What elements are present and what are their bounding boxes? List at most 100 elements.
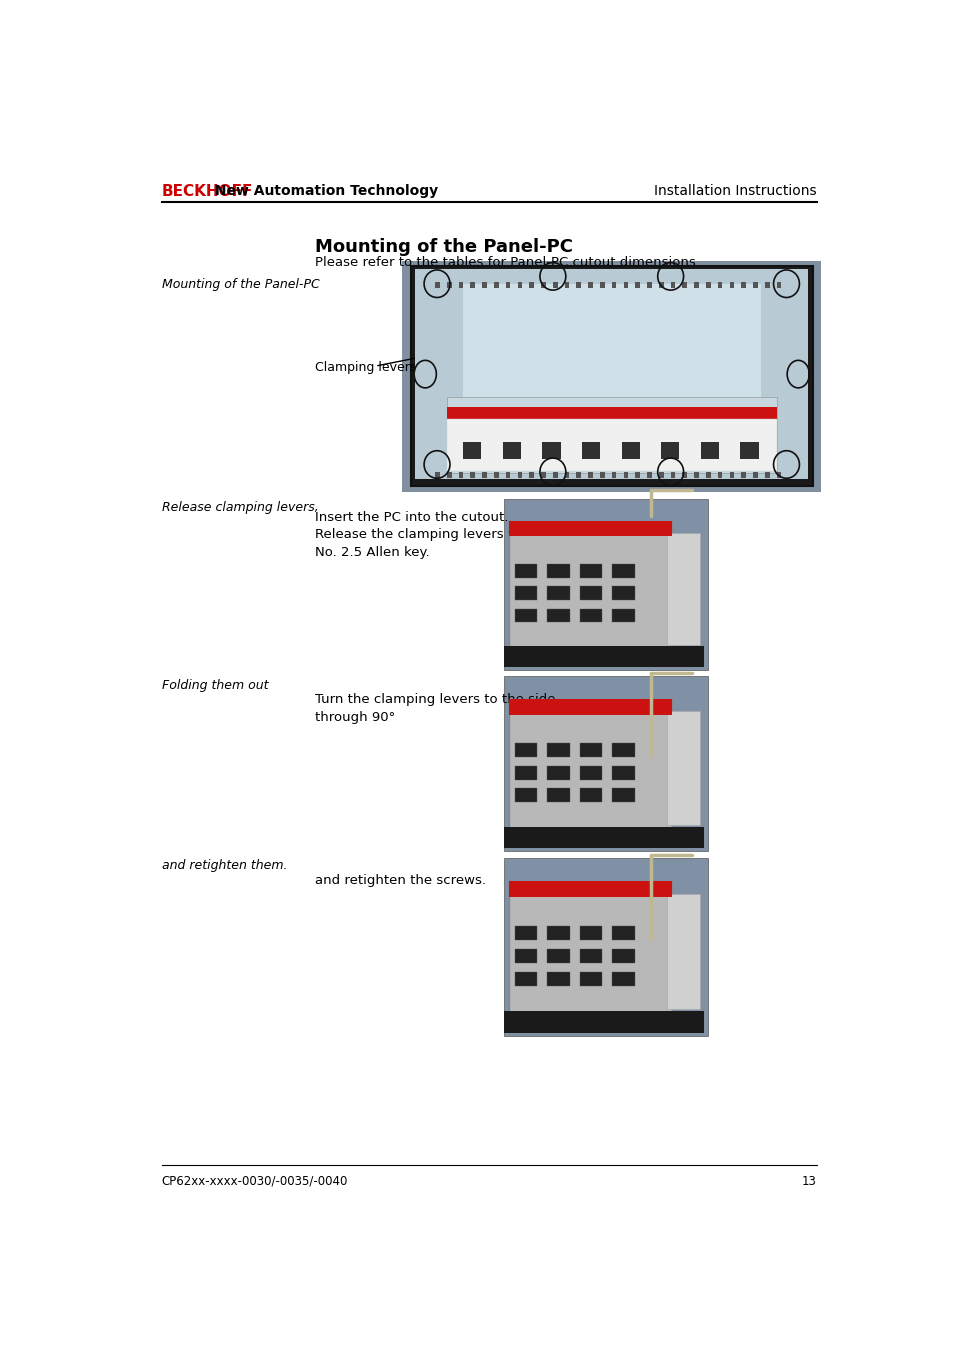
FancyBboxPatch shape [700,442,719,459]
Bar [458,471,463,478]
Text: Mounting of the Panel-PC: Mounting of the Panel-PC [162,277,319,290]
FancyBboxPatch shape [579,948,601,963]
Bar [635,471,639,478]
Bar [764,471,769,478]
FancyBboxPatch shape [547,766,569,780]
Text: New Automation Technology: New Automation Technology [210,184,437,199]
Bar [553,281,557,288]
Bar [494,281,498,288]
FancyBboxPatch shape [514,608,537,623]
Bar [529,471,534,478]
FancyBboxPatch shape [740,442,758,459]
FancyBboxPatch shape [579,789,601,802]
Bar [435,471,439,478]
Text: Please refer to the tables for Panel-PC cutout dimensions.: Please refer to the tables for Panel-PC … [315,257,700,269]
Text: Clamping levers: Clamping levers [315,361,416,374]
Bar [576,281,580,288]
FancyBboxPatch shape [612,971,634,986]
FancyBboxPatch shape [612,608,634,623]
FancyBboxPatch shape [514,789,537,802]
FancyBboxPatch shape [504,499,707,670]
Bar [481,281,486,288]
Text: Release clamping levers,: Release clamping levers, [162,501,318,513]
Bar [540,471,545,478]
Bar [646,471,651,478]
FancyBboxPatch shape [612,948,634,963]
FancyBboxPatch shape [508,881,671,1015]
Bar [540,281,545,288]
FancyBboxPatch shape [579,586,601,600]
FancyBboxPatch shape [508,521,671,650]
Bar [670,281,675,288]
Bar [717,471,721,478]
Bar [588,471,593,478]
FancyBboxPatch shape [579,766,601,780]
Bar [752,471,757,478]
Bar [670,471,675,478]
Bar [505,471,510,478]
FancyBboxPatch shape [660,442,679,459]
Text: 13: 13 [801,1174,816,1188]
FancyBboxPatch shape [667,532,700,644]
Text: Folding them out: Folding them out [162,678,268,692]
Text: Release the clamping levers with a
No. 2.5 Allen key.: Release the clamping levers with a No. 2… [315,528,548,559]
Bar [740,471,745,478]
Bar [599,281,604,288]
FancyBboxPatch shape [463,442,481,459]
Bar [564,471,569,478]
FancyBboxPatch shape [514,948,537,963]
Bar [435,281,439,288]
FancyBboxPatch shape [504,827,703,848]
Bar [764,281,769,288]
Text: Insert the PC into the cutout.: Insert the PC into the cutout. [315,511,508,524]
FancyBboxPatch shape [581,442,599,459]
FancyBboxPatch shape [504,677,707,851]
FancyBboxPatch shape [612,925,634,940]
Bar [752,281,757,288]
Bar [470,471,475,478]
FancyBboxPatch shape [579,925,601,940]
FancyBboxPatch shape [547,948,569,963]
Bar [740,281,745,288]
Bar [576,471,580,478]
Bar [776,471,781,478]
FancyBboxPatch shape [514,743,537,757]
Bar [517,281,521,288]
Bar [494,471,498,478]
FancyBboxPatch shape [402,261,821,492]
FancyBboxPatch shape [508,881,671,897]
Bar [705,281,710,288]
FancyBboxPatch shape [514,563,537,578]
FancyBboxPatch shape [504,858,707,1036]
Bar [717,281,721,288]
Bar [611,471,616,478]
FancyBboxPatch shape [579,971,601,986]
FancyBboxPatch shape [612,586,634,600]
Bar [564,281,569,288]
Bar [505,281,510,288]
Bar [623,281,628,288]
FancyBboxPatch shape [514,766,537,780]
FancyBboxPatch shape [547,608,569,623]
Bar [776,281,781,288]
Bar [611,281,616,288]
Text: CP62xx-xxxx-0030/-0035/-0040: CP62xx-xxxx-0030/-0035/-0040 [162,1174,348,1188]
FancyBboxPatch shape [612,789,634,802]
Bar [517,471,521,478]
FancyBboxPatch shape [514,925,537,940]
FancyBboxPatch shape [547,586,569,600]
Bar [681,471,686,478]
Bar [646,281,651,288]
Text: Installation Instructions: Installation Instructions [654,184,816,199]
FancyBboxPatch shape [542,442,560,459]
FancyBboxPatch shape [547,743,569,757]
Bar [659,471,663,478]
FancyBboxPatch shape [579,608,601,623]
Bar [588,281,593,288]
Bar [481,471,486,478]
FancyBboxPatch shape [621,442,639,459]
Bar [458,281,463,288]
FancyBboxPatch shape [514,586,537,600]
Text: and retighten the screws.: and retighten the screws. [315,874,486,886]
FancyBboxPatch shape [446,397,776,473]
